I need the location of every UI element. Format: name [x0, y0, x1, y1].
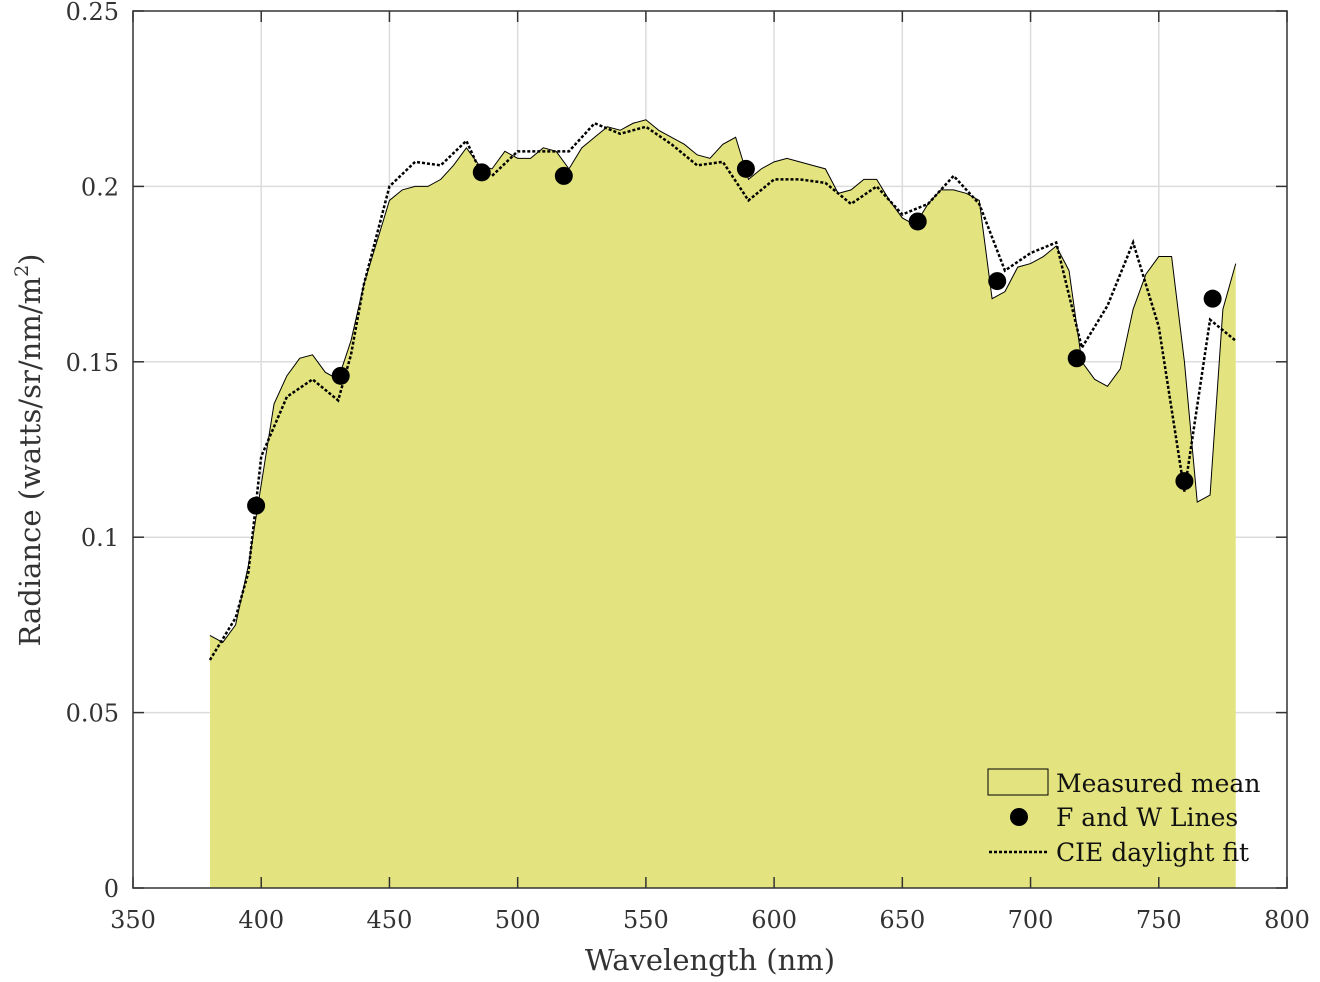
y-tick-label: 0.25 [66, 0, 119, 26]
measured-mean-outline [209, 119, 1237, 644]
x-tick-label: 550 [623, 906, 669, 934]
f-and-w-line-marker [554, 166, 573, 185]
x-tick-labels: 350 400 450 500 550 600 650 700 750 800 [110, 906, 1310, 934]
x-tick-label: 450 [367, 906, 413, 934]
legend-label-f-and-w-lines: F and W Lines [1056, 803, 1238, 832]
measured-mean-area [209, 119, 1236, 889]
y-axis-title-close: ) [13, 254, 47, 265]
legend-swatch-measured-mean [987, 768, 1049, 796]
y-tick-label: 0.1 [81, 524, 119, 552]
f-and-w-line-marker [331, 366, 350, 385]
f-and-w-line-marker [988, 272, 1007, 291]
x-tick-label: 750 [1136, 906, 1182, 934]
y-axis-title-main: Radiance (watts/sr/nm/m [13, 277, 47, 647]
y-axis-title-superscript: 2 [11, 265, 33, 277]
x-tick-label: 700 [1008, 906, 1054, 934]
legend: Measured mean F and W Lines CIE daylight… [987, 768, 1260, 867]
x-tick-label: 400 [238, 906, 284, 934]
y-tick-label: 0 [104, 875, 119, 903]
series-layer [208, 119, 1237, 889]
x-tick-label: 600 [751, 906, 797, 934]
f-and-w-line-marker [1067, 349, 1086, 368]
y-tick-labels: 0 0.05 0.1 0.15 0.2 0.25 [66, 0, 119, 903]
f-and-w-line-marker [908, 212, 927, 231]
x-tick-label: 350 [110, 906, 156, 934]
x-axis-title: Wavelength (nm) [585, 943, 835, 977]
f-and-w-line-marker [247, 496, 266, 515]
cie-daylight-fit-line [208, 121, 1237, 661]
y-axis-title: Radiance (watts/sr/nm/m2) [11, 254, 47, 647]
x-tick-label: 800 [1264, 906, 1310, 934]
tick-marks [132, 10, 1288, 889]
legend-label-measured-mean: Measured mean [1056, 769, 1260, 798]
x-tick-label: 500 [495, 906, 541, 934]
legend-marker-f-and-w-lines [1010, 808, 1028, 826]
legend-label-cie-daylight-fit: CIE daylight fit [1056, 838, 1249, 867]
y-tick-label: 0.05 [66, 700, 119, 728]
y-tick-label: 0.15 [66, 349, 119, 377]
plot-frame [132, 10, 1288, 889]
f-and-w-line-marker [736, 159, 755, 178]
f-and-w-line-marker [1203, 289, 1222, 308]
x-tick-label: 650 [879, 906, 925, 934]
f-and-w-line-marker [1175, 472, 1194, 491]
f-and-w-line-marker [472, 163, 491, 182]
y-tick-label: 0.2 [81, 173, 119, 201]
